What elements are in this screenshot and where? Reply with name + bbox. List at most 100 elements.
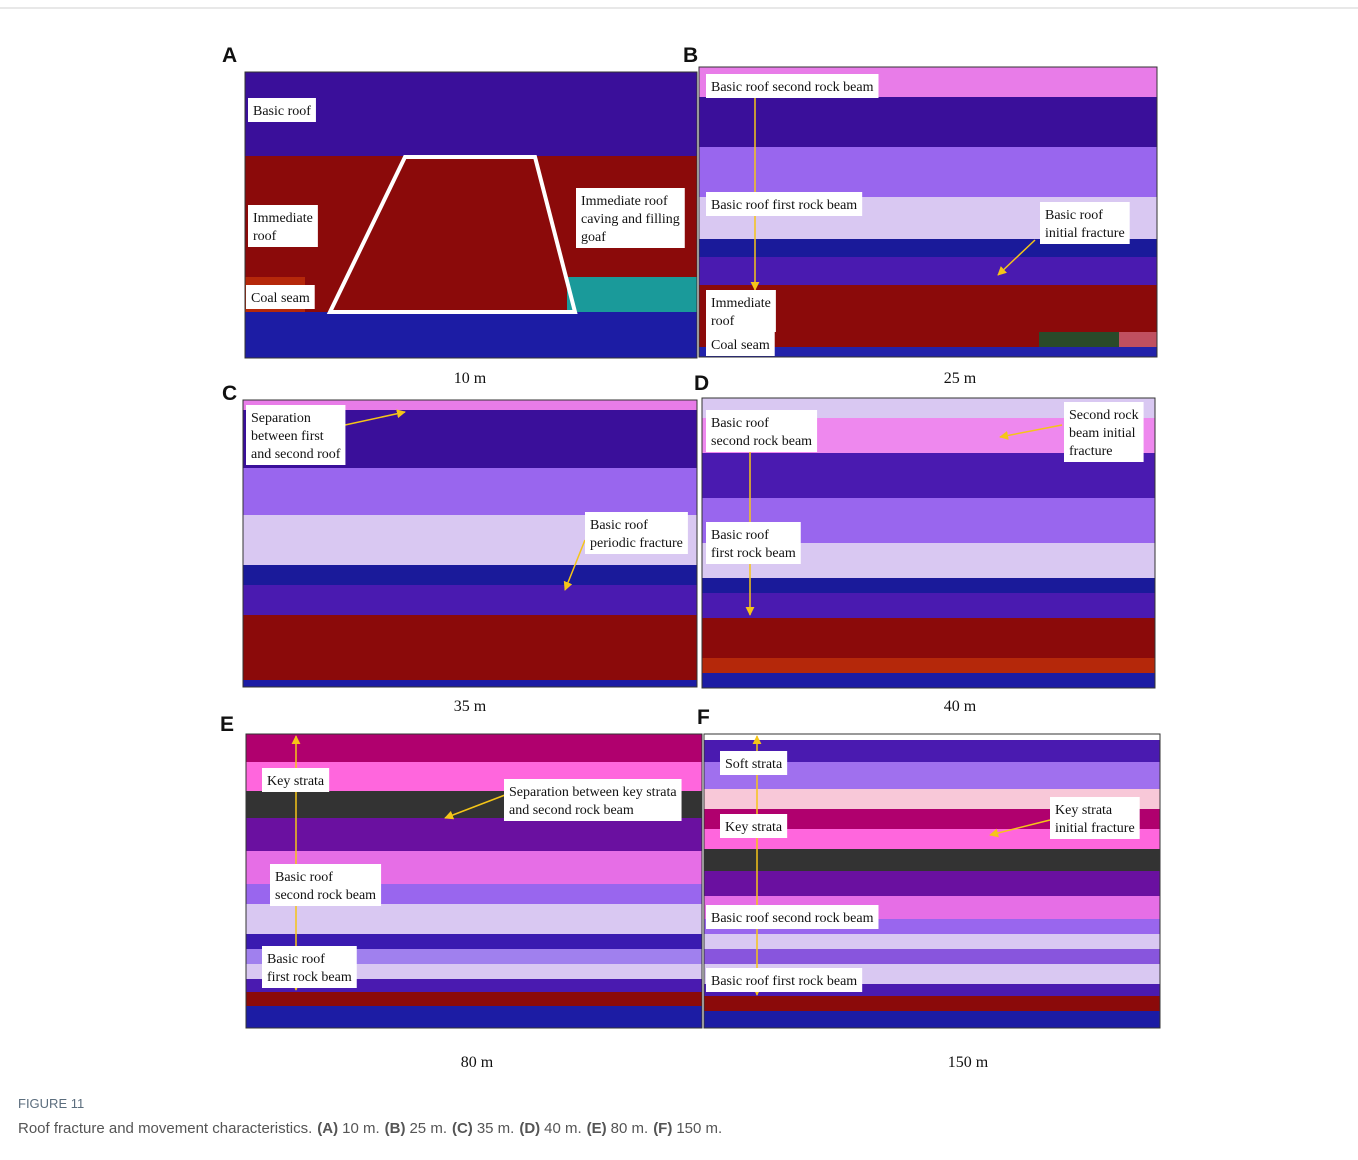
stratum-band: [243, 565, 697, 585]
label-text: Basic roof: [267, 952, 325, 967]
label-text: caving and filling: [581, 212, 680, 227]
stratum-band: [702, 578, 1155, 593]
stratum-band: [704, 849, 1160, 871]
label-text: and second rock beam: [509, 803, 634, 818]
caption-item: 150 m.: [676, 1120, 722, 1137]
label-text: roof: [711, 314, 735, 329]
label-text: Key strata: [725, 820, 783, 835]
label-text: goaf: [581, 230, 606, 245]
panel-caption: 80 m: [461, 1054, 494, 1071]
label-text: beam initial: [1069, 426, 1136, 441]
stratum-band: [699, 97, 1157, 147]
label-text: Soft strata: [725, 757, 783, 772]
caption-item: 10 m.: [342, 1120, 380, 1137]
label-text: Basic roof first rock beam: [711, 974, 857, 989]
panel-caption: 150 m: [948, 1054, 989, 1071]
panel-letter: D: [694, 372, 709, 395]
label-text: Basic roof: [711, 416, 769, 431]
panel: E 80 m Key strata Separation between key st…: [220, 713, 702, 1071]
stratum-band: [243, 615, 697, 680]
stratum-band: [702, 618, 1155, 658]
stratum-band: [243, 680, 697, 687]
caption-item: 25 m.: [409, 1120, 447, 1137]
stratum-band: [699, 257, 1157, 285]
caption-letter: (F): [653, 1120, 672, 1137]
panel: C 35 m Separation between first and second r…: [222, 382, 697, 715]
panel-letter: F: [697, 706, 710, 729]
label-text: first rock beam: [711, 546, 796, 561]
panel: B 25 m Basic roof second rock beam Basic ro…: [683, 44, 1157, 387]
label-text: Basic roof: [253, 104, 311, 119]
caption-letter: (B): [385, 1120, 406, 1137]
stratum-band: [699, 147, 1157, 197]
caption-item: 40 m.: [544, 1120, 582, 1137]
stratum-band: [704, 996, 1160, 1011]
figure-page: A 10 m Basic roof Immediate roof Coal seam Imm…: [0, 0, 1358, 1160]
label-text: Basic roof: [711, 528, 769, 543]
label-text: Second rock: [1069, 408, 1139, 423]
label-text: Basic roof: [1045, 208, 1103, 223]
stratum-band: [243, 468, 697, 515]
panel-letter: C: [222, 382, 237, 405]
label-text: Basic roof second rock beam: [711, 911, 874, 926]
stratum-band: [246, 818, 702, 851]
panel-caption: 10 m: [454, 370, 487, 387]
label-text: Basic roof second rock beam: [711, 80, 874, 95]
label-text: Immediate: [253, 211, 313, 226]
label-text: second rock beam: [275, 888, 376, 903]
panel-letter: B: [683, 44, 698, 67]
stratum-band: [704, 934, 1160, 949]
label-text: Separation between key strata: [509, 785, 677, 800]
panel: F 150 m Soft strata Key strata Key strata ini…: [697, 706, 1160, 1071]
stratum-band: [246, 1006, 702, 1028]
label-text: Key strata: [267, 774, 325, 789]
label-text: second rock beam: [711, 434, 812, 449]
label-text: periodic fracture: [590, 536, 683, 551]
caption-text: Roof fracture and movement characteristi…: [18, 1120, 312, 1137]
panel: A 10 m Basic roof Immediate roof Coal seam Imm…: [222, 44, 697, 387]
panel-caption: 40 m: [944, 698, 977, 715]
caption-letter: (E): [587, 1120, 607, 1137]
caption-letter: (D): [519, 1120, 540, 1137]
label-text: Basic roof: [275, 870, 333, 885]
label-text: Immediate: [711, 296, 771, 311]
stratum-detail: [1119, 332, 1157, 347]
caption-letter: (A): [317, 1120, 338, 1137]
figure-caption: Roof fracture and movement characteristi…: [18, 1120, 722, 1137]
panel-caption: 35 m: [454, 698, 487, 715]
panel: D 40 m Basic roof second rock beam Second ro…: [694, 372, 1155, 715]
label-text: Immediate roof: [581, 194, 668, 209]
panel-caption: 25 m: [944, 370, 977, 387]
label-text: and second roof: [251, 447, 341, 462]
label-text: Coal seam: [711, 338, 770, 353]
label-text: first rock beam: [267, 970, 352, 985]
label-text: between first: [251, 429, 324, 444]
label-text: Separation: [251, 411, 311, 426]
stratum-band: [243, 585, 697, 615]
label-text: roof: [253, 229, 277, 244]
caption-item: 80 m.: [611, 1120, 649, 1137]
panel-letter: A: [222, 44, 237, 67]
stratum-band: [246, 734, 702, 762]
stratum-band: [246, 992, 702, 1006]
caption-letter: (C): [452, 1120, 473, 1137]
figure-label: FIGURE 11: [18, 1096, 84, 1111]
stratum-band: [245, 312, 697, 358]
label-text: Basic roof: [590, 518, 648, 533]
label-text: initial fracture: [1045, 226, 1125, 241]
stratum-band: [702, 593, 1155, 618]
stratum-band: [704, 871, 1160, 896]
stratum-band: [702, 673, 1155, 688]
stratum-band: [702, 658, 1155, 673]
stratum-band: [704, 1011, 1160, 1028]
label-text: Key strata: [1055, 803, 1113, 818]
label-text: Basic roof first rock beam: [711, 198, 857, 213]
panel-letter: E: [220, 713, 234, 736]
stratum-detail: [567, 277, 697, 312]
stratum-band: [704, 949, 1160, 964]
label-text: fracture: [1069, 444, 1113, 459]
stratum-band: [246, 904, 702, 934]
label-text: initial fracture: [1055, 821, 1135, 836]
label-text: Coal seam: [251, 291, 310, 306]
caption-item: 35 m.: [477, 1120, 515, 1137]
